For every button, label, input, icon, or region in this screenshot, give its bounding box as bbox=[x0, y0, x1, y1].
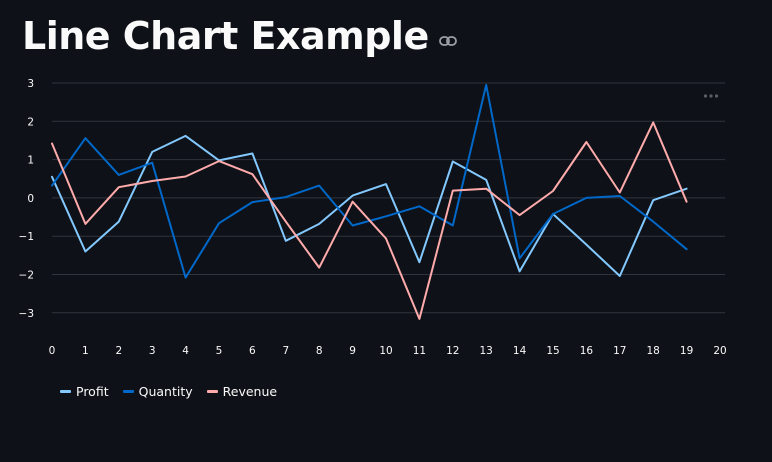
x-tick-label: 1 bbox=[82, 345, 89, 357]
legend-swatch-quantity bbox=[122, 390, 134, 393]
x-tick-label: 11 bbox=[413, 345, 426, 357]
series-line-revenue bbox=[51, 121, 688, 320]
x-tick-label: 19 bbox=[680, 345, 693, 357]
x-tick-label: 20 bbox=[713, 345, 726, 357]
more-horizontal-icon[interactable] bbox=[703, 84, 719, 103]
x-tick-label: 4 bbox=[182, 345, 189, 357]
x-tick-label: 10 bbox=[379, 345, 392, 357]
x-tick-label: 13 bbox=[480, 345, 493, 357]
x-tick-label: 12 bbox=[446, 345, 459, 357]
page-header: Line Chart Example bbox=[22, 8, 457, 64]
x-tick-label: 15 bbox=[546, 345, 559, 357]
legend-label-quantity: Quantity bbox=[138, 384, 193, 399]
series-line-profit bbox=[51, 134, 688, 277]
y-tick-label: 0 bbox=[27, 193, 34, 205]
legend-swatch-revenue bbox=[206, 390, 218, 393]
legend-item-profit[interactable]: Profit bbox=[60, 384, 109, 399]
x-tick-label: 3 bbox=[149, 345, 156, 357]
x-tick-label: 9 bbox=[349, 345, 356, 357]
chart-legend: Profit Quantity Revenue bbox=[60, 384, 291, 399]
page-title: Line Chart Example bbox=[22, 14, 429, 58]
y-tick-label: 3 bbox=[27, 78, 34, 90]
y-tick-label: −3 bbox=[19, 308, 34, 320]
x-tick-label: 18 bbox=[647, 345, 660, 357]
y-tick-label: 2 bbox=[27, 116, 34, 128]
x-tick-label: 5 bbox=[216, 345, 223, 357]
legend-label-revenue: Revenue bbox=[222, 384, 278, 399]
y-tick-label: −1 bbox=[19, 231, 34, 243]
legend-swatch-profit bbox=[60, 390, 71, 393]
legend-item-revenue[interactable]: Revenue bbox=[206, 384, 278, 399]
x-tick-label: 7 bbox=[282, 345, 289, 357]
y-tick-label: −2 bbox=[19, 270, 34, 282]
x-tick-label: 14 bbox=[513, 345, 527, 357]
legend-label-profit: Profit bbox=[76, 384, 109, 399]
legend-item-quantity[interactable]: Quantity bbox=[122, 384, 193, 399]
x-tick-label: 17 bbox=[613, 345, 626, 357]
y-tick-label: 1 bbox=[27, 155, 34, 167]
link-icon[interactable] bbox=[438, 32, 457, 51]
x-tick-label: 16 bbox=[580, 345, 594, 357]
x-tick-label: 2 bbox=[115, 345, 122, 357]
x-tick-label: 0 bbox=[49, 345, 56, 357]
x-tick-label: 8 bbox=[316, 345, 323, 357]
x-tick-label: 6 bbox=[249, 345, 256, 357]
